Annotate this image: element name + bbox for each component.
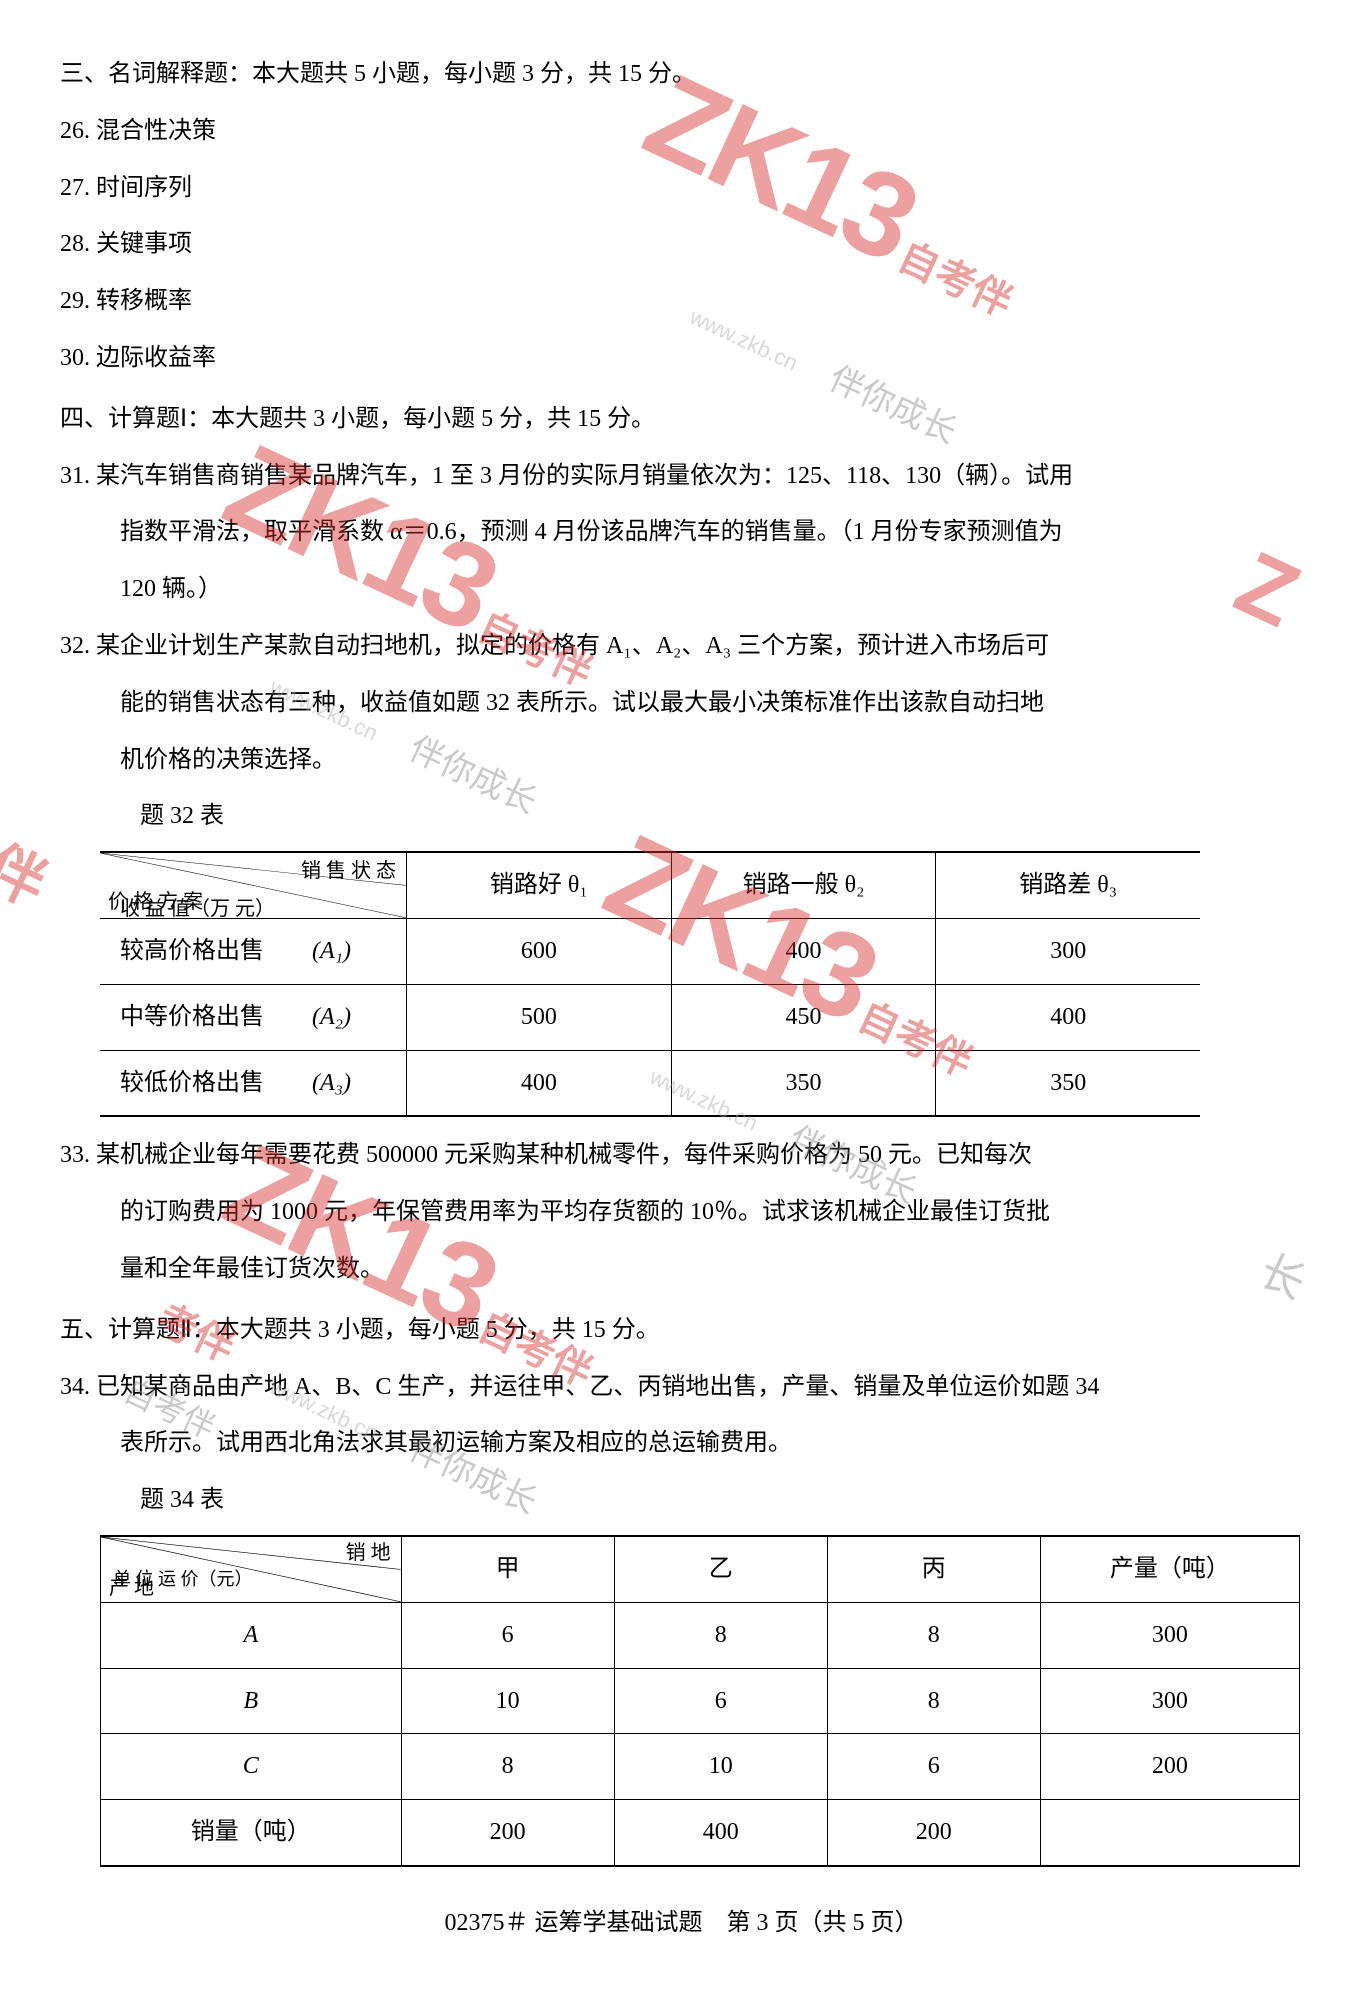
table-32-title: 题 32 表 bbox=[60, 790, 1303, 843]
t34-f4 bbox=[1040, 1800, 1299, 1866]
t32-diag-header: 销 售 状 态 收 益 值（万 元） 价 格 方 案 bbox=[100, 852, 406, 918]
q31-line3: 120 辆。） bbox=[60, 563, 1303, 616]
table-row: B 10 6 8 300 bbox=[101, 1668, 1300, 1734]
t34-r2-c1: 10 bbox=[401, 1668, 614, 1734]
t32-r3-c3: 350 bbox=[936, 1050, 1200, 1116]
section-3-header: 三、名词解释题：本大题共 5 小题，每小题 3 分，共 15 分。 bbox=[60, 48, 1303, 101]
t34-r3-c3: 6 bbox=[827, 1734, 1040, 1800]
t34-r1-c1: 6 bbox=[401, 1602, 614, 1668]
section-5-header: 五、计算题Ⅱ：本大题共 3 小题，每小题 5 分，共 15 分。 bbox=[60, 1304, 1303, 1357]
t34-r1-c3: 8 bbox=[827, 1602, 1040, 1668]
table-34-title: 题 34 表 bbox=[60, 1474, 1303, 1527]
t34-diag-top: 销 地 bbox=[346, 1541, 391, 1565]
q31-line2: 指数平滑法，取平滑系数 α＝0.6，预测 4 月份该品牌汽车的销售量。（1 月份… bbox=[60, 506, 1303, 559]
q27: 27. 时间序列 bbox=[60, 162, 1303, 215]
table-row: 较低价格出售 (A₃) 400 350 350 bbox=[100, 1050, 1200, 1116]
table-row: 较高价格出售 (A₁) 600 400 300 bbox=[100, 918, 1200, 984]
t34-r2-c3: 8 bbox=[827, 1668, 1040, 1734]
q34-line2: 表所示。试用西北角法求其最初运输方案及相应的总运输费用。 bbox=[60, 1417, 1303, 1470]
t32-r2-c1: 500 bbox=[406, 984, 671, 1050]
t32-r1-c2: 400 bbox=[671, 918, 936, 984]
t32-r3-c1: 400 bbox=[406, 1050, 671, 1116]
t32-r2-label: 中等价格出售 (A₂) bbox=[100, 984, 406, 1050]
q34-line1: 34. 已知某商品由产地 A、B、C 生产，并运往甲、乙、丙销地出售，产量、销量… bbox=[60, 1361, 1303, 1414]
t34-r3-label: C bbox=[101, 1734, 402, 1800]
t34-r2-c4: 300 bbox=[1040, 1668, 1299, 1734]
t34-footer-label: 销量（吨） bbox=[101, 1800, 402, 1866]
q31-line1: 31. 某汽车销售商销售某品牌汽车，1 至 3 月份的实际月销量依次为：125、… bbox=[60, 450, 1303, 503]
t32-r2-c3: 400 bbox=[936, 984, 1200, 1050]
q28: 28. 关键事项 bbox=[60, 218, 1303, 271]
t34-h1: 甲 bbox=[401, 1536, 614, 1602]
table-34: 销 地 单 位 运 价（元） 产 地 甲 乙 丙 产量（吨） A 6 8 8 3… bbox=[100, 1535, 1300, 1867]
t34-r2-c2: 6 bbox=[614, 1668, 827, 1734]
t34-diag-bot: 产 地 bbox=[109, 1576, 154, 1600]
table-row: 销量（吨） 200 400 200 bbox=[101, 1800, 1300, 1866]
t34-h2: 乙 bbox=[614, 1536, 827, 1602]
q33-line1: 33. 某机械企业每年需要花费 500000 元采购某种机械零件，每件采购价格为… bbox=[60, 1129, 1303, 1182]
t32-r3-label: 较低价格出售 (A₃) bbox=[100, 1050, 406, 1116]
t34-h4: 产量（吨） bbox=[1040, 1536, 1299, 1602]
t34-f3: 200 bbox=[827, 1800, 1040, 1866]
t34-r3-c4: 200 bbox=[1040, 1734, 1299, 1800]
t32-diag-bot: 价 格 方 案 bbox=[108, 890, 203, 914]
q30: 30. 边际收益率 bbox=[60, 332, 1303, 385]
t34-f2: 400 bbox=[614, 1800, 827, 1866]
q33-line3: 量和全年最佳订货次数。 bbox=[60, 1243, 1303, 1296]
t32-diag-top: 销 售 状 态 bbox=[301, 859, 396, 883]
t32-r1-c3: 300 bbox=[936, 918, 1200, 984]
t34-r2-label: B bbox=[101, 1668, 402, 1734]
t34-r1-c4: 300 bbox=[1040, 1602, 1299, 1668]
t34-diag-header: 销 地 单 位 运 价（元） 产 地 bbox=[101, 1536, 402, 1602]
t32-h3: 销路差 θ₃ bbox=[936, 852, 1200, 918]
q32-line1: 32. 某企业计划生产某款自动扫地机，拟定的价格有 A₁、A₂、A₃ 三个方案，… bbox=[60, 620, 1303, 673]
t32-h1: 销路好 θ₁ bbox=[406, 852, 671, 918]
table-row: 中等价格出售 (A₂) 500 450 400 bbox=[100, 984, 1200, 1050]
page-footer: 02375＃ 运筹学基础试题 第 3 页（共 5 页） bbox=[60, 1897, 1303, 1950]
t32-r1-label: 较高价格出售 (A₁) bbox=[100, 918, 406, 984]
t34-r3-c2: 10 bbox=[614, 1734, 827, 1800]
table-row: C 8 10 6 200 bbox=[101, 1734, 1300, 1800]
t32-h2: 销路一般 θ₂ bbox=[671, 852, 936, 918]
t32-r2-c2: 450 bbox=[671, 984, 936, 1050]
t34-h3: 丙 bbox=[827, 1536, 1040, 1602]
q33-line2: 的订购费用为 1000 元，年保管费用率为平均存货额的 10％。试求该机械企业最… bbox=[60, 1186, 1303, 1239]
t32-r1-c1: 600 bbox=[406, 918, 671, 984]
t34-r3-c1: 8 bbox=[401, 1734, 614, 1800]
q32-line3: 机价格的决策选择。 bbox=[60, 734, 1303, 787]
table-32: 销 售 状 态 收 益 值（万 元） 价 格 方 案 销路好 θ₁ 销路一般 θ… bbox=[100, 851, 1200, 1117]
wm-sub2: 伴你成长 bbox=[0, 893, 1, 1012]
t34-r1-label: A bbox=[101, 1602, 402, 1668]
t34-r1-c2: 8 bbox=[614, 1602, 827, 1668]
section-4-header: 四、计算题Ⅰ：本大题共 3 小题，每小题 5 分，共 15 分。 bbox=[60, 393, 1303, 446]
table-row: A 6 8 8 300 bbox=[101, 1602, 1300, 1668]
exam-page: ZK13 自考伴 www.zkb.cn 伴你成长 ZK13 自考伴 www.zk… bbox=[0, 0, 1363, 1990]
wm-sub1: 自考伴 bbox=[0, 782, 56, 919]
q29: 29. 转移概率 bbox=[60, 275, 1303, 328]
q32-line2: 能的销售状态有三种，收益值如题 32 表所示。试以最大最小决策标准作出该款自动扫… bbox=[60, 677, 1303, 730]
q26: 26. 混合性决策 bbox=[60, 105, 1303, 158]
t34-f1: 200 bbox=[401, 1800, 614, 1866]
t32-r3-c2: 350 bbox=[671, 1050, 936, 1116]
